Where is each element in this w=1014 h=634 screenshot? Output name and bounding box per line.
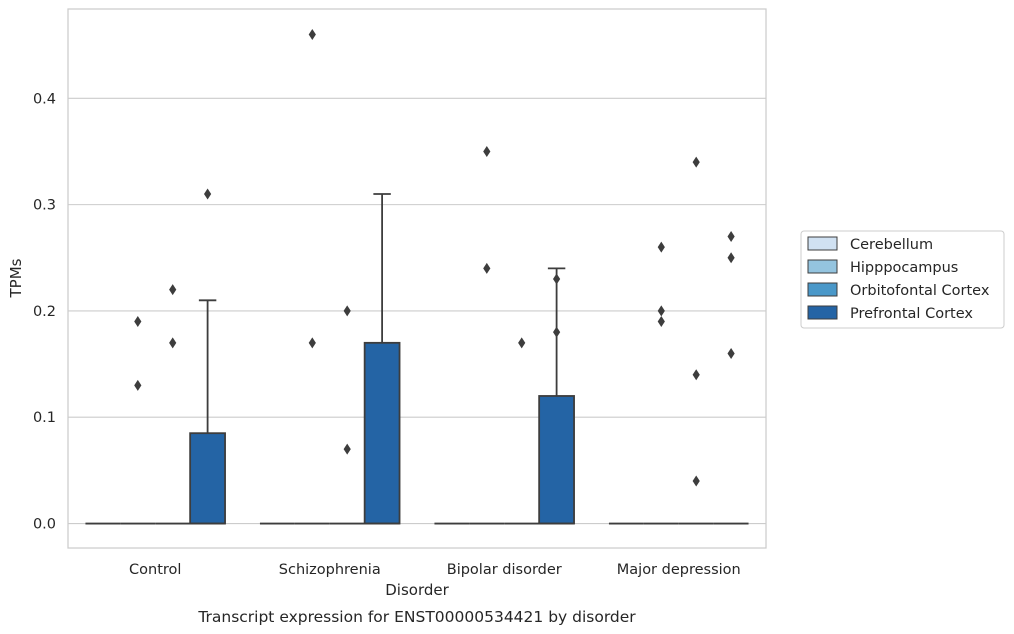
outlier-point bbox=[692, 156, 700, 168]
legend-swatch bbox=[807, 282, 838, 297]
x-tick-label: Bipolar disorder bbox=[447, 562, 562, 578]
x-tick-label: Major depression bbox=[617, 562, 741, 578]
box bbox=[538, 395, 575, 525]
y-axis-label: TPMs bbox=[7, 258, 25, 298]
y-tick-label: 0.2 bbox=[33, 304, 56, 320]
legend-swatch bbox=[807, 236, 838, 251]
outlier-point bbox=[343, 443, 351, 455]
legend-label: Hipppocampus bbox=[850, 260, 958, 276]
outlier-point bbox=[727, 231, 735, 243]
outlier-point bbox=[727, 252, 735, 264]
y-axis-ticks: 0.0 0.1 0.2 0.3 0.4 bbox=[33, 91, 56, 532]
x-axis-ticks: Control Schizophrenia Bipolar disorder Majo… bbox=[129, 562, 741, 578]
outlier-point bbox=[343, 305, 351, 317]
outlier-point bbox=[692, 369, 700, 381]
x-axis-label: Disorder bbox=[385, 581, 449, 599]
legend-label: Prefrontal Cortex bbox=[850, 306, 973, 322]
legend-frame bbox=[800, 230, 1005, 329]
outlier-point bbox=[134, 379, 142, 391]
outlier-point bbox=[727, 347, 735, 359]
y-tick-label: 0.3 bbox=[33, 198, 56, 214]
outlier-point bbox=[657, 241, 665, 253]
legend-label: Cerebellum bbox=[850, 237, 933, 253]
outlier-point bbox=[553, 326, 561, 338]
outlier-point bbox=[204, 188, 212, 200]
y-tick-label: 0.0 bbox=[33, 517, 56, 533]
chart-caption: Transcript expression for ENST0000053442… bbox=[197, 608, 636, 626]
box bbox=[363, 341, 401, 525]
outlier-point bbox=[169, 284, 177, 296]
outlier-point bbox=[692, 475, 700, 487]
legend-swatch bbox=[807, 259, 838, 274]
outlier-point bbox=[134, 316, 142, 328]
legend-label: Orbitofontal Cortex bbox=[850, 283, 990, 299]
legend-swatch bbox=[807, 305, 838, 320]
outlier-point bbox=[553, 273, 561, 285]
x-tick-label: Control bbox=[129, 562, 181, 578]
outlier-point bbox=[308, 337, 316, 349]
box bbox=[189, 432, 226, 525]
plot-area bbox=[85, 29, 749, 525]
plot-frame bbox=[67, 8, 767, 549]
y-tick-label: 0.4 bbox=[33, 91, 56, 107]
outlier-point bbox=[518, 337, 526, 349]
outlier-point bbox=[657, 305, 665, 317]
x-tick-label: Schizophrenia bbox=[279, 562, 381, 578]
outlier-point bbox=[308, 29, 316, 41]
y-tick-label: 0.1 bbox=[33, 410, 56, 426]
outlier-point bbox=[483, 145, 491, 157]
outlier-point bbox=[169, 337, 177, 349]
outlier-point bbox=[483, 262, 491, 274]
outlier-point bbox=[657, 316, 665, 328]
legend: Cerebellum Hipppocampus Orbitofontal Corte… bbox=[800, 230, 1005, 329]
